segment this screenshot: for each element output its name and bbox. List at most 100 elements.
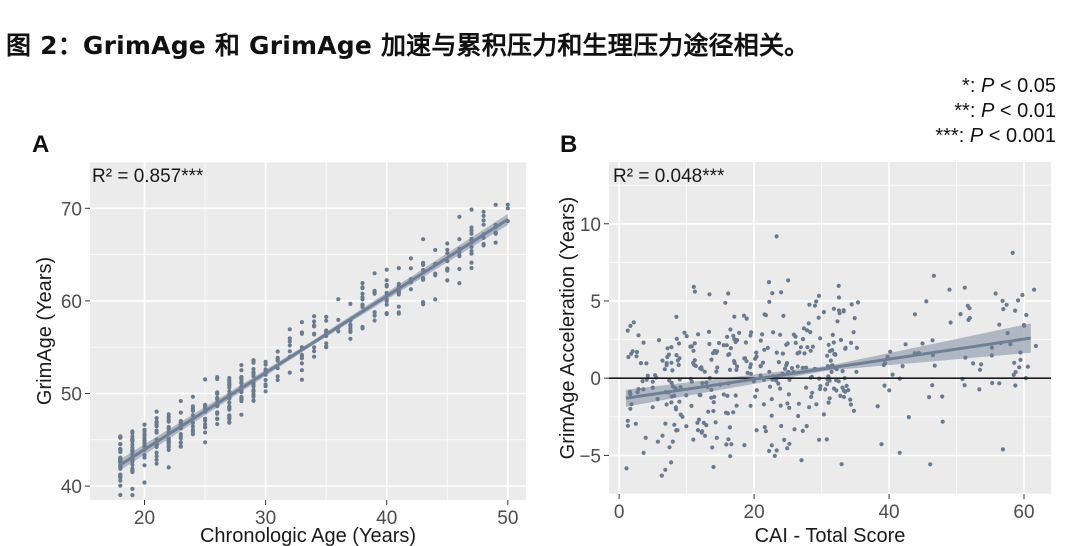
panel-b-point (1017, 365, 1022, 370)
panel-b-x-tick-label: 0 (614, 502, 625, 523)
panel-b-point (731, 333, 736, 338)
panel-b-point (1020, 292, 1025, 298)
panel-a-point (251, 394, 256, 399)
panel-a-point (154, 416, 159, 421)
panel-a-point (227, 400, 232, 405)
panel-b-point (754, 388, 759, 393)
panel-b-point (627, 389, 633, 394)
panel-a-point (166, 465, 171, 470)
panel-b-point (727, 367, 733, 372)
panel-b-point (848, 397, 853, 402)
panel-b-point (809, 394, 814, 399)
significance-legend: *: P < 0.05 **: P < 0.01 ***: P < 0.001 (935, 74, 1056, 149)
panel-b: B R² = 0.048*** 0 20 40 60 −5 0 5 10 CAI - Tota… (557, 131, 1051, 546)
panel-b-point (786, 278, 791, 283)
panel-b-point (778, 386, 783, 391)
panel-b-point (979, 362, 984, 367)
panel-a-point (130, 462, 135, 467)
panel-a-point (457, 266, 462, 272)
panel-b-point (677, 399, 682, 404)
panel-b-y-label: GrimAge Acceleration (Years) (557, 197, 579, 460)
panel-b-point (753, 356, 758, 361)
panel-a-point (348, 336, 353, 341)
panel-a-point (178, 419, 183, 425)
panel-b-point (670, 439, 675, 444)
panel-b-point (841, 388, 847, 393)
panel-b-point (807, 302, 812, 307)
panel-a-point (287, 327, 292, 332)
panel-a-point (190, 394, 195, 399)
panel-a-point (505, 206, 510, 211)
panel-b-point (772, 453, 777, 458)
panel-b-point (796, 401, 802, 406)
panel-b-point (784, 363, 789, 368)
panel-b-point (706, 409, 711, 414)
panel-b-point (715, 365, 720, 370)
panel-a-point (287, 343, 292, 348)
panel-b-point (741, 313, 747, 318)
panel-a-point (324, 318, 329, 323)
panel-a-point (190, 424, 195, 429)
panel-b-point (707, 341, 712, 347)
panel-a-point (118, 475, 123, 480)
panel-b-point (625, 423, 631, 428)
panel-b-point (849, 340, 854, 345)
panel-b-point (711, 408, 716, 414)
panel-b-point (628, 323, 633, 328)
panel-a-point (299, 331, 304, 336)
panel-b-point (633, 421, 638, 426)
panel-b-y-tick-label: 10 (580, 215, 601, 236)
panel-b-point (753, 394, 758, 399)
panel-b-point (967, 306, 972, 311)
panel-a-point (130, 434, 135, 439)
panel-a-point (130, 448, 135, 453)
panel-a-point (324, 341, 329, 346)
panel-b-point (742, 443, 747, 448)
panel-a-point (360, 302, 365, 307)
panel-a-x-tick-label: 50 (497, 508, 518, 529)
panel-b-point (791, 332, 797, 337)
panel-b-point (691, 348, 696, 353)
panel-b-point (732, 314, 737, 319)
panel-b-point (770, 291, 775, 296)
panel-b-point (728, 454, 733, 459)
panel-b-point (785, 401, 790, 406)
panel-b-point (727, 425, 733, 430)
panel-b-point (701, 420, 706, 425)
panel-b-point (836, 379, 841, 384)
panel-b-point (692, 358, 697, 363)
panel-a-point (372, 318, 377, 323)
panel-b-point (844, 383, 849, 388)
panel-b-point (669, 360, 674, 365)
panel-b-point (831, 306, 837, 311)
panel-a-point (178, 440, 183, 445)
panel-b-point (728, 346, 734, 351)
panel-b-point (823, 387, 828, 392)
panel-a-point (118, 447, 123, 452)
panel-b-point (748, 365, 753, 370)
panel-b-point (787, 441, 792, 446)
panel-a-point (445, 247, 450, 252)
panel-b-point (714, 435, 719, 440)
panel-b-point (760, 360, 766, 365)
panel-b-point (838, 337, 844, 343)
panel-b-point (640, 379, 645, 384)
panel-a-point (178, 410, 183, 415)
panel-b-point (684, 424, 689, 429)
panel-b-point (851, 330, 856, 335)
panel-b-point (706, 329, 712, 334)
panel-b-point (728, 327, 733, 332)
panel-b-point (629, 351, 634, 356)
panel-b-point (732, 359, 737, 364)
panel-a-point (299, 377, 304, 382)
panel-a-point (396, 292, 401, 297)
panel-a-plot-area (90, 162, 526, 500)
panel-b-point (628, 406, 633, 411)
panel-b-point (636, 387, 641, 392)
panel-b-r-squared: R² = 0.048*** (613, 166, 725, 187)
panel-b-point (731, 410, 736, 415)
panel-b-point (682, 330, 687, 335)
panel-b-point (854, 369, 859, 374)
panel-b-point (743, 340, 749, 345)
panel-a-point (445, 278, 450, 283)
